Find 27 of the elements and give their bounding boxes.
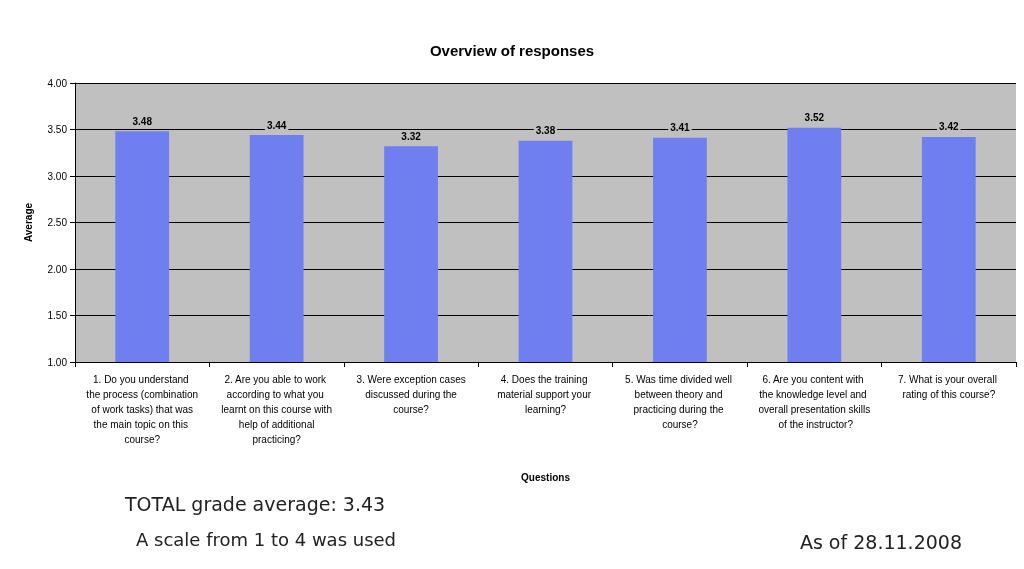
data-label: 3.48 bbox=[132, 115, 153, 127]
x-tick-label: 1. Do you understand the process (combination of work tasks) that was the main topic on this course? bbox=[86, 374, 199, 445]
y-tick-label: 3.00 bbox=[47, 170, 68, 182]
x-axis-title: Questions bbox=[521, 471, 571, 483]
data-label: 3.42 bbox=[939, 121, 959, 133]
y-tick-label: 1.00 bbox=[47, 356, 68, 368]
data-label: 3.44 bbox=[266, 119, 287, 131]
text: As of 28.11.2008 bbox=[799, 530, 962, 553]
x-tick-label: 7. What is your overall rating of this course? bbox=[897, 374, 1000, 400]
y-tick-label: 2.00 bbox=[47, 263, 68, 275]
data-label: 3.52 bbox=[804, 112, 825, 124]
y-tick-label: 2.50 bbox=[47, 217, 68, 228]
y-tick-label: 3.50 bbox=[47, 124, 68, 135]
x-tick-label: 5. Was time divided well between theory and practicing during the course? bbox=[625, 374, 735, 430]
data-label: 3.38 bbox=[535, 125, 556, 137]
data-label: 3.32 bbox=[401, 130, 422, 142]
y-tick-label: 1.50 bbox=[47, 310, 68, 321]
text: TOTAL grade average: 3.43 bbox=[124, 492, 386, 515]
x-tick-label: 3. Were exception cases discussed during the course? bbox=[356, 374, 466, 415]
y-tick-label: 4.00 bbox=[47, 77, 68, 89]
x-tick-label: 6. Are you content with the knowledge level and overall presentation skills of the instructor? bbox=[758, 374, 871, 430]
x-tick-label: 2. Are you able to work according to what you learnt on this course with help of additional practicing? bbox=[221, 374, 332, 445]
data-label: 3.41 bbox=[670, 122, 691, 134]
chart-title: Overview of responses bbox=[429, 42, 595, 59]
text: A scale from 1 to 4 was used bbox=[136, 528, 397, 550]
x-tick-label: 4. Does the training material support your learning? bbox=[497, 374, 594, 415]
y-axis-title: Average bbox=[22, 202, 34, 243]
